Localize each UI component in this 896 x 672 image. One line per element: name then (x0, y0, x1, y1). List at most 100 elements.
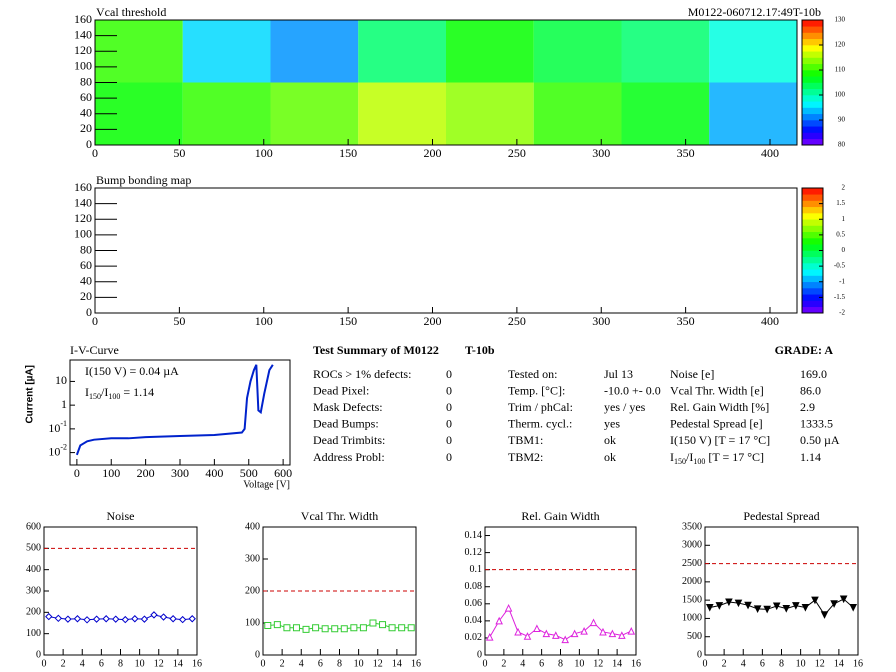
tick-label: 300 (26, 585, 41, 596)
marker (359, 624, 367, 632)
marker (188, 615, 196, 623)
marker (273, 621, 281, 629)
plot-subtitle: M0122-060712.17:49T-10b (688, 5, 821, 19)
summary-label: I150/I100 [T = 17 °C] (670, 450, 764, 467)
plot-frame (704, 526, 859, 656)
summary-value: yes (604, 417, 620, 431)
tick-label: 500 (240, 466, 258, 480)
colorbar-cell (802, 194, 823, 201)
colorbar-cell (802, 244, 823, 251)
summary-label: Noise [e] (670, 367, 714, 381)
marker (618, 631, 626, 639)
marker (792, 602, 800, 610)
marker (64, 615, 72, 623)
tick-label: 6 (318, 658, 323, 669)
tick-label: 400 (205, 466, 223, 480)
marker (169, 615, 177, 623)
series-line (489, 607, 632, 641)
tick-label: 0 (697, 649, 702, 660)
tick-label: 10 (574, 658, 584, 669)
summary-value: 1333.5 (800, 417, 833, 431)
marker (150, 611, 158, 619)
roc-cell (533, 20, 622, 83)
marker (331, 625, 339, 633)
colorbar-cell (802, 300, 823, 308)
colorbar-frame (801, 19, 824, 146)
colorbar-cell (802, 82, 823, 90)
tick-exponent: -1 (60, 419, 67, 428)
plot-title: I-V-Curve (70, 343, 119, 357)
colorbar-cell (802, 88, 823, 96)
marker (292, 624, 300, 632)
tick-label: 50 (173, 314, 185, 328)
marker (302, 625, 310, 633)
text-part: [T = 17 °C] (705, 450, 764, 464)
marker (369, 619, 377, 627)
tick-label: 14 (392, 658, 402, 669)
tick-label: 8 (118, 658, 123, 669)
colorbar-cell (802, 306, 823, 314)
z-tick-label: -2 (839, 309, 845, 317)
z-tick-label: 130 (835, 16, 846, 24)
text-part: I (85, 385, 89, 399)
summary-label: Trim / phCal: (508, 400, 573, 414)
tick-label: 140 (74, 195, 92, 209)
tick-label: 12 (373, 658, 383, 669)
colorbar-cell (802, 206, 823, 214)
tick-label: 200 (245, 585, 260, 596)
summary-label: Vcal Thr. Width [e] (670, 383, 764, 397)
marker (350, 624, 358, 632)
marker (523, 632, 532, 640)
colorbar-cell (802, 238, 823, 245)
tick-label: 14 (612, 658, 622, 669)
tick-label: 16 (411, 658, 421, 669)
tick-label: 0.06 (465, 598, 483, 609)
tick-label: 0 (74, 466, 80, 480)
marker (388, 624, 396, 632)
summary-value: 86.0 (800, 383, 821, 397)
summary-label: Dead Bumps: (313, 417, 379, 431)
tick-label: 100 (102, 466, 120, 480)
marker (73, 615, 82, 623)
tick-label: 20 (80, 121, 92, 135)
colorbar-cell (802, 188, 823, 195)
roc-cell (533, 82, 622, 145)
marker (715, 602, 724, 610)
tick-label: 10-1 (48, 419, 67, 434)
tick-label: 12 (154, 658, 164, 669)
tick-label: 0 (36, 649, 41, 660)
tick-label: 400 (761, 146, 779, 160)
tick-label: 0 (477, 649, 482, 660)
colorbar-cell (802, 132, 823, 140)
tick-label: 350 (677, 146, 695, 160)
marker (283, 624, 291, 632)
marker (131, 615, 139, 623)
marker (102, 615, 110, 623)
tick-label: 80 (80, 74, 92, 88)
marker (589, 618, 598, 627)
z-tick-label: 0 (842, 246, 846, 254)
tick-label: 16 (853, 658, 863, 669)
summary-label: Rel. Gain Width [%] (670, 400, 769, 414)
summary-value: ok (604, 450, 616, 464)
marker (811, 596, 819, 605)
roc-cell (270, 20, 359, 83)
text-part: 100 (693, 457, 705, 466)
text-part: /I (686, 450, 693, 464)
summary-label: Tested on: (508, 367, 557, 381)
tick-label: 160 (74, 12, 92, 26)
text-part: /I (101, 385, 108, 399)
tick-label: 500 (687, 631, 702, 642)
marker (514, 627, 522, 636)
tick-label: 10 (354, 658, 364, 669)
tick-label: 14 (834, 658, 844, 669)
tick-label: 40 (80, 106, 92, 120)
roc-cell (358, 20, 446, 83)
marker (54, 614, 63, 623)
tick-label: 0 (86, 305, 92, 319)
roc-cell (270, 82, 359, 145)
summary-label: TBM2: (508, 450, 543, 464)
colorbar-cell (802, 32, 823, 40)
marker (580, 626, 588, 635)
colorbar-cell (802, 231, 823, 239)
